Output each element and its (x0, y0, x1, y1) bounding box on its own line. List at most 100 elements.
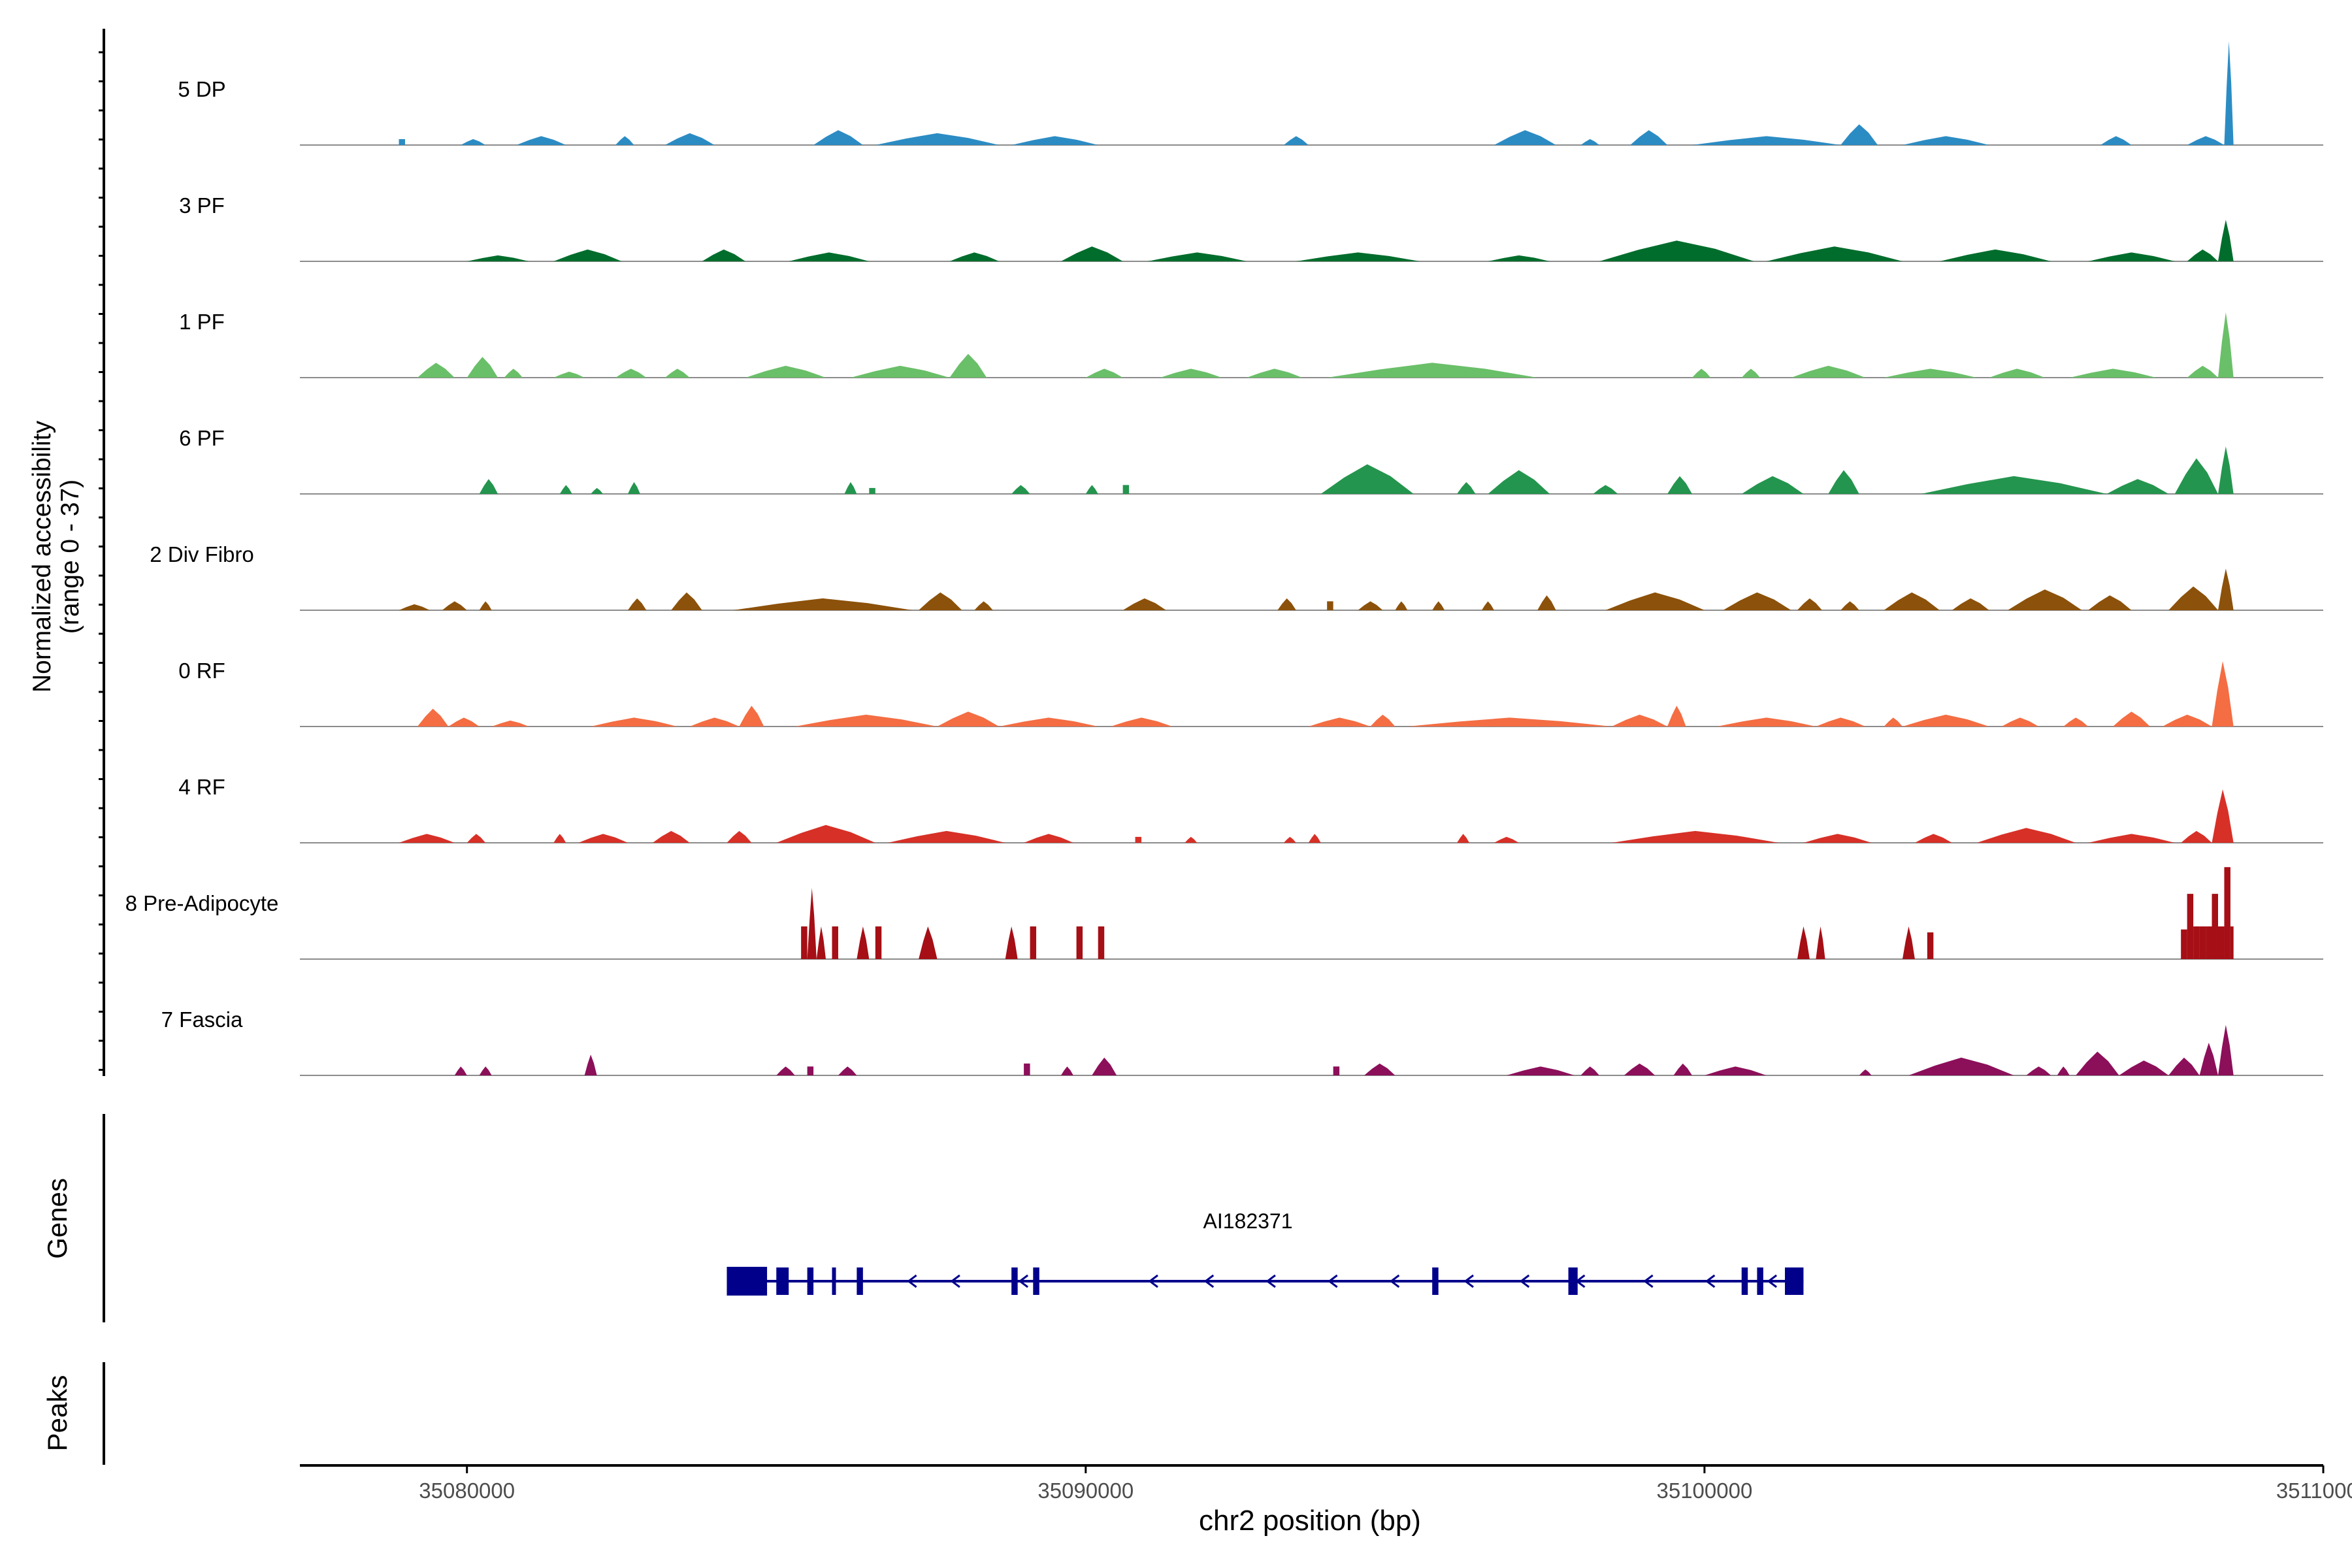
coverage-peak (627, 482, 640, 494)
coverage-peak (591, 717, 678, 727)
coverage-peak (1741, 368, 1761, 378)
coverage-peak (2057, 1066, 2070, 1075)
gene-exon (832, 1267, 836, 1295)
coverage-peak (1494, 836, 1519, 843)
coverage-peak (1902, 714, 1989, 727)
coverage-peak (1364, 1063, 1396, 1075)
coverage-peak (491, 720, 529, 727)
coverage-peak (919, 926, 938, 959)
coverage-peak (2088, 834, 2175, 843)
coverage-peak (727, 830, 752, 843)
track-6-pf: 6 PF (179, 426, 2323, 495)
coverage-peak (1593, 485, 1618, 494)
track-label: 7 Fascia (161, 1007, 243, 1032)
coverage-peak (937, 711, 1000, 727)
x-tick-label: 35080000 (419, 1478, 515, 1503)
coverage-peak (1816, 926, 1825, 959)
coverage-peak (801, 926, 808, 959)
coverage-peak (1580, 1066, 1599, 1075)
strand-arrow (1328, 1274, 1338, 1288)
coverage-peak (615, 136, 634, 145)
coverage-peak (1098, 926, 1105, 959)
coverage-peak (2212, 789, 2234, 843)
coverage-peak (1481, 601, 1494, 610)
strand-arrow (1203, 1274, 1215, 1288)
coverage-peak (1327, 363, 1538, 378)
coverage-peak (559, 485, 572, 494)
track-0-rf: 0 RF (178, 659, 2323, 727)
coverage-peak (1011, 485, 1030, 494)
coverage-peak (1580, 139, 1599, 145)
coverage-peak (1506, 1066, 1575, 1075)
coverage-peak (1327, 601, 1333, 610)
coverage-peak (671, 592, 702, 610)
strand-arrow (1018, 1274, 1028, 1288)
strand-arrow (1519, 1274, 1530, 1288)
coverage-peak (2206, 926, 2212, 959)
coverage-peak (1840, 601, 1859, 610)
coverage-peak (1024, 834, 1073, 843)
coverage-peak (1766, 246, 1903, 261)
coverage-peak (816, 926, 826, 959)
coverage-peak (1599, 240, 1754, 261)
gene-exon (807, 1267, 814, 1295)
track-3-pf: 3 PF (179, 193, 2323, 262)
coverage-peak (1011, 136, 1098, 145)
coverage-peak (2106, 479, 2169, 494)
coverage-peak (1085, 485, 1098, 494)
coverage-peak (887, 830, 1005, 843)
y-axis-title-line2: (range 0 - 37) (56, 480, 84, 634)
track-label: 5 DP (178, 77, 225, 101)
coverage-peak (789, 252, 870, 261)
coverage-peak (1667, 476, 1692, 494)
coverage-peak (2007, 589, 2082, 610)
coverage-peak (807, 888, 817, 959)
coverage-peak (1667, 706, 1686, 727)
coverage-peak (1308, 717, 1371, 727)
coverage-peak (2199, 926, 2206, 959)
coverage-peak (2088, 595, 2132, 610)
coverage-peak (1432, 601, 1445, 610)
coverage-peak (689, 717, 740, 727)
coverage-peak (1092, 1057, 1117, 1075)
coverage-peak (1989, 368, 2045, 378)
gene-exon (1432, 1267, 1439, 1295)
gene-exon (776, 1267, 789, 1295)
coverage-peak (2217, 312, 2234, 378)
coverage-peak (399, 139, 406, 145)
coverage-peak (1791, 365, 1866, 378)
coverage-peak (2063, 717, 2089, 727)
coverage-peak (1308, 834, 1321, 843)
coverage-peak (553, 371, 585, 378)
coverage-peak (1296, 252, 1420, 261)
coverage-peak (2217, 220, 2234, 261)
coverage-peak (999, 717, 1098, 727)
coverage-peak (1122, 598, 1166, 610)
coverage-peak (1030, 926, 1037, 959)
coverage-peak (949, 353, 987, 378)
coverage-peak (591, 487, 604, 494)
coverage-peak (664, 368, 690, 378)
gene-exon (1741, 1267, 1748, 1295)
coverage-peak (2187, 136, 2225, 145)
coverage-peak (504, 368, 523, 378)
coverage-peak (1283, 836, 1296, 843)
coverage-peak (1488, 255, 1550, 261)
gene-exon (1568, 1267, 1578, 1295)
coverage-peak (1902, 136, 1989, 145)
coverage-peak (1160, 368, 1222, 378)
coverage-peak (2168, 586, 2218, 610)
coverage-peak (1908, 1057, 2014, 1075)
coverage-peak (479, 479, 498, 494)
coverage-peak (1110, 717, 1173, 727)
coverage-peak (553, 834, 566, 843)
track-label: 3 PF (179, 193, 225, 218)
coverage-peak (652, 830, 690, 843)
gene-name-label: AI182371 (1203, 1209, 1292, 1233)
coverage-peak (615, 368, 647, 378)
coverage-peak (2069, 368, 2157, 378)
peaks-panel-label: Peaks (42, 1375, 73, 1452)
coverage-peak (1840, 124, 1878, 145)
coverage-peak (1488, 470, 1550, 494)
